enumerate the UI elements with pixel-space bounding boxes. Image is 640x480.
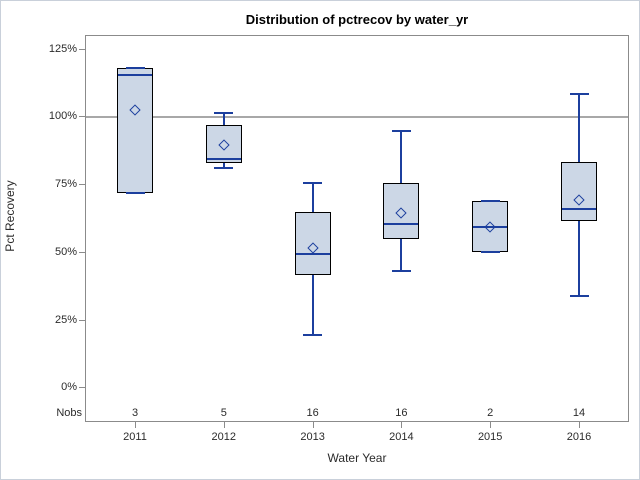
upper-whisker-stem [400,130,403,184]
x-tick-label: 2011 [123,431,147,443]
nobs-row-label: Nobs [56,407,82,419]
lower-whisker-stem [311,275,314,335]
y-tick-mark [79,251,85,253]
lower-whisker-stem [578,221,580,296]
y-tick-mark [79,184,85,186]
upper-whisker-stem [578,93,580,162]
lower-whisker-cap [391,270,411,273]
lower-whisker-cap [569,294,589,297]
lower-whisker-stem [222,163,225,169]
x-tick-label: 2016 [566,431,592,443]
upper-whisker-stem [222,112,225,126]
y-tick-mark [79,116,85,118]
nobs-value: 16 [306,407,319,419]
x-tick-mark [401,422,403,428]
upper-whisker-cap [125,67,145,70]
x-tick-mark [490,422,492,428]
y-tick-label: 25% [54,313,77,326]
x-tick-mark [135,422,136,428]
lower-whisker-cap [303,333,323,336]
lower-whisker-cap [214,167,234,170]
y-tick-mark [79,387,85,389]
y-tick-label: 125% [48,42,77,55]
reference-line-100 [86,115,628,118]
x-tick-mark [312,422,314,428]
x-tick-label: 2013 [300,431,325,443]
y-tick-mark [79,48,85,50]
median-line [562,208,596,211]
upper-whisker-cap [569,92,589,95]
x-tick-label: 2012 [211,431,237,443]
nobs-value: 14 [572,407,586,419]
y-tick-label: 100% [48,110,77,123]
lower-whisker-cap [125,191,145,194]
median-line [295,252,330,255]
y-axis-title: Pct Recovery [3,180,17,252]
y-tick-label: 50% [54,245,77,258]
upper-whisker-cap [480,199,500,202]
upper-whisker-cap [214,111,234,114]
nobs-value: 2 [487,407,494,419]
nobs-value: 16 [395,407,408,419]
x-tick-label: 2014 [389,431,414,443]
nobs-value: 3 [131,407,139,419]
iqr-box [117,68,153,193]
chart-title: Distribution of pctrecov by water_yr [245,12,469,27]
iqr-box [383,183,420,239]
iqr-box [294,211,331,276]
median-line [118,74,152,77]
plot-area [85,35,629,422]
x-tick-mark [223,422,225,428]
median-line [206,157,241,160]
nobs-value: 5 [220,407,227,419]
iqr-box [205,125,242,163]
median-line [473,225,508,228]
iqr-box [561,161,597,222]
median-line [384,222,419,225]
x-axis-title: Water Year [327,451,387,465]
y-tick-mark [79,319,85,321]
x-tick-label: 2015 [477,431,503,443]
upper-whisker-stem [311,183,314,212]
upper-whisker-cap [391,129,411,132]
y-tick-label: 0% [61,381,77,394]
lower-whisker-stem [400,238,403,272]
lower-whisker-cap [480,251,500,254]
x-tick-mark [579,422,580,428]
y-tick-label: 75% [54,178,77,191]
upper-whisker-cap [303,182,323,185]
